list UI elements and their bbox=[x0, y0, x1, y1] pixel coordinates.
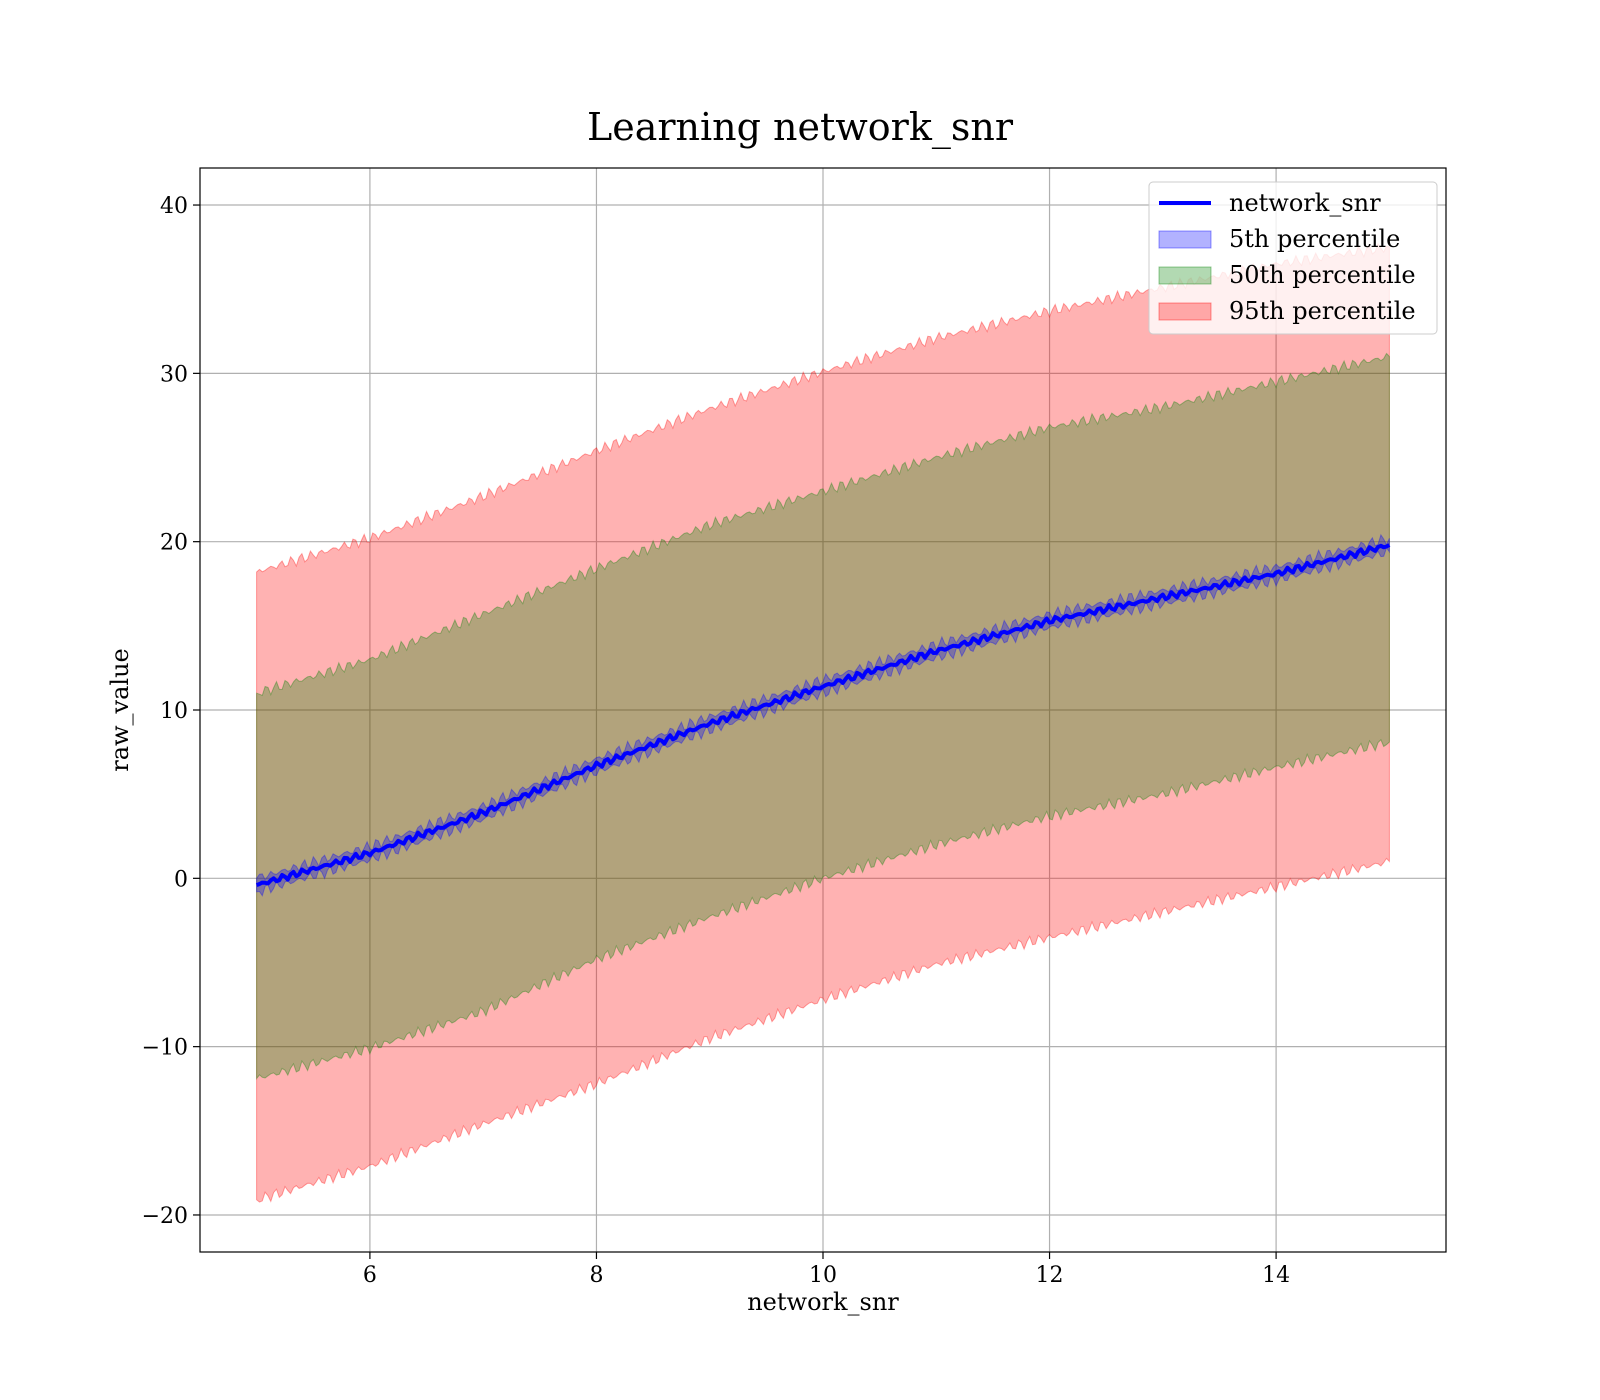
x-tick-label: 12 bbox=[1036, 1263, 1064, 1288]
y-axis-label: raw_value bbox=[106, 648, 134, 772]
y-tick-label: 30 bbox=[160, 362, 188, 387]
y-tick-label: −20 bbox=[142, 1204, 188, 1229]
legend-label: 50th percentile bbox=[1229, 261, 1416, 289]
x-tick-label: 8 bbox=[589, 1263, 603, 1288]
legend-swatch bbox=[1158, 302, 1212, 321]
x-tick-label: 6 bbox=[363, 1263, 377, 1288]
grid bbox=[200, 168, 1446, 1252]
legend: network_snr 5th percentile 50th percentile… bbox=[1148, 181, 1438, 335]
band-95th-percentile bbox=[256, 242, 1390, 1203]
x-tick-label: 10 bbox=[809, 1263, 837, 1288]
lines bbox=[255, 543, 1391, 887]
line-network_snr bbox=[255, 543, 1391, 887]
y-tick-label: 20 bbox=[160, 531, 188, 556]
y-tick-label: −10 bbox=[142, 1036, 188, 1061]
y-tick-label: 40 bbox=[160, 194, 188, 219]
legend-label: 5th percentile bbox=[1229, 225, 1400, 253]
chart-title: Learning network_snr bbox=[587, 105, 1014, 150]
legend-label: 95th percentile bbox=[1229, 297, 1416, 325]
legend-box bbox=[1148, 181, 1438, 335]
x-tick-label: 14 bbox=[1262, 1263, 1290, 1288]
legend-label: network_snr bbox=[1229, 189, 1381, 217]
ticks: 6 8 10 12 14 −20 −10 0 10 20 30 40 bbox=[142, 194, 1291, 1288]
y-tick-label: 0 bbox=[174, 867, 188, 892]
x-axis-label: network_snr bbox=[747, 1288, 899, 1316]
band-50th-percentile bbox=[256, 352, 1390, 1081]
y-tick-label: 10 bbox=[160, 699, 188, 724]
legend-swatch bbox=[1158, 266, 1212, 285]
legend-swatch bbox=[1158, 230, 1212, 249]
